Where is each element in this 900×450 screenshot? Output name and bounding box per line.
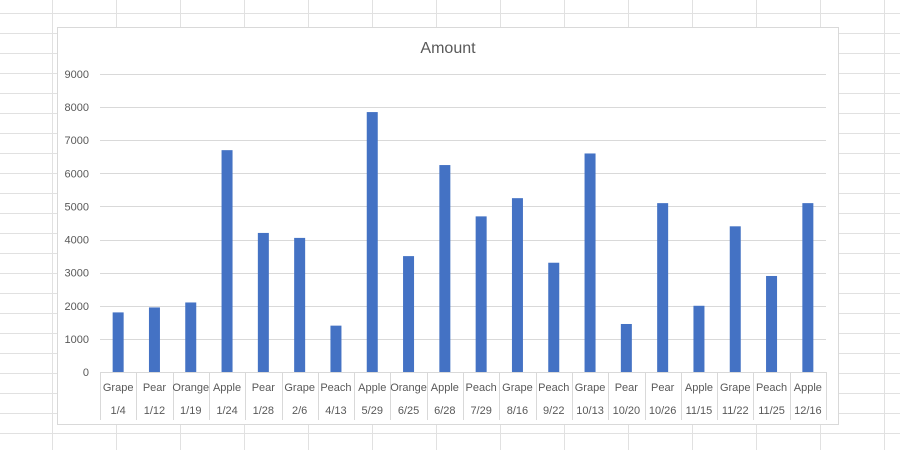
bar[interactable] [257,232,269,372]
x-category-date-label: 1/12 [144,405,165,417]
y-tick-label: 7000 [65,135,89,147]
x-category-fruit-label: Pear [252,382,276,394]
x-category-date-label: 1/19 [180,405,201,417]
x-category-date-label: 4/13 [325,405,346,417]
x-category-fruit-label: Grape [720,382,751,394]
y-axis-tick-labels: 0 1000 2000 3000 4000 5000 6000 7000 8000 9000 [65,69,89,379]
x-axis-category-labels: Grape 1/4 Pear 1/12 Orange 1/19 Apple 1/24 Pear 1… [103,382,822,417]
x-category-fruit-label: Apple [358,382,386,394]
bar[interactable] [548,262,560,372]
bar[interactable] [657,203,669,372]
bar[interactable] [729,226,741,372]
x-category-fruit-label: Grape [575,382,606,394]
x-category-fruit-label: Apple [685,382,713,394]
x-category-date-label: 10/13 [576,405,604,417]
x-category-fruit-label: Peach [538,382,569,394]
x-category-date-label: 1/4 [111,405,126,417]
bars [112,112,814,373]
bar[interactable] [403,256,415,372]
bar[interactable] [766,275,778,372]
x-category-date-label: 9/22 [543,405,564,417]
x-category-fruit-label: Grape [502,382,533,394]
y-tick-label: 2000 [65,301,89,313]
bar[interactable] [439,165,451,372]
y-tick-label: 1000 [65,334,89,346]
x-category-fruit-label: Peach [320,382,351,394]
y-tick-label: 3000 [65,268,89,280]
bar[interactable] [330,325,342,372]
x-category-fruit-label: Pear [651,382,675,394]
chart-title: Amount [420,40,476,57]
y-tick-label: 6000 [65,168,89,180]
x-category-date-label: 7/29 [470,405,491,417]
bar[interactable] [620,323,632,372]
x-category-date-label: 6/25 [398,405,419,417]
x-category-date-label: 10/20 [613,405,641,417]
y-tick-label: 5000 [65,201,89,213]
x-category-date-label: 11/22 [722,405,749,417]
bar[interactable] [112,312,124,372]
bar[interactable] [511,198,523,372]
bar[interactable] [148,307,160,372]
bar[interactable] [366,112,378,373]
bar[interactable] [221,150,233,372]
bar[interactable] [185,302,197,372]
x-category-fruit-label: Orange [172,382,209,394]
x-category-date-label: 2/6 [292,405,307,417]
x-category-date-label: 5/29 [362,405,383,417]
x-category-fruit-label: Grape [284,382,315,394]
x-category-fruit-label: Grape [103,382,134,394]
bar[interactable] [693,305,705,372]
x-category-fruit-label: Pear [143,382,167,394]
x-category-date-label: 1/24 [216,405,237,417]
x-category-fruit-label: Apple [794,382,822,394]
x-category-date-label: 6/28 [434,405,455,417]
x-category-date-label: 8/16 [507,405,528,417]
x-category-fruit-label: Peach [756,382,787,394]
bar[interactable] [294,237,306,372]
bar[interactable] [584,153,596,372]
x-category-date-label: 11/25 [758,405,785,417]
x-category-fruit-label: Orange [390,382,427,394]
y-tick-label: 4000 [65,235,89,247]
x-axis-category-table [100,372,827,420]
x-category-date-label: 1/28 [253,405,274,417]
x-category-date-label: 12/16 [794,405,822,417]
y-tick-label: 0 [83,367,89,379]
bar[interactable] [475,216,487,372]
y-tick-label: 8000 [65,102,89,114]
x-category-fruit-label: Apple [431,382,459,394]
x-category-fruit-label: Apple [213,382,241,394]
x-category-date-label: 10/26 [649,405,677,417]
x-category-fruit-label: Pear [615,382,639,394]
y-tick-label: 9000 [65,69,89,81]
gridlines [100,74,826,373]
x-category-fruit-label: Peach [466,382,497,394]
x-category-date-label: 11/15 [686,405,713,417]
bar[interactable] [802,203,814,372]
